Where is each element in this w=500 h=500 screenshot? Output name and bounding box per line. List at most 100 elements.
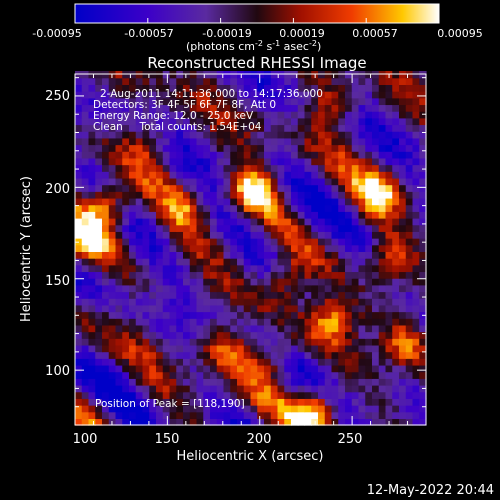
heatmap-cell [169,418,177,426]
heatmap-cell [311,77,319,86]
heatmap-cell [156,77,164,86]
heatmap-cell [169,271,177,279]
heatmap-cell [95,217,103,226]
heatmap-cell [277,137,285,146]
heatmap-cell [149,391,157,399]
heatmap-cell [358,151,366,159]
heatmap-cell [324,77,333,86]
heatmap-cell [216,284,225,293]
colorbar-tick-label: 0.00019 [279,27,325,40]
heatmap-cell [88,171,96,179]
heatmap-cell [304,358,312,366]
heatmap-cell [230,391,238,399]
heatmap-cell [351,77,360,86]
heatmap-cell [135,304,144,313]
heatmap-cell [358,338,366,346]
heatmap-cell [230,111,238,119]
heatmap-cell [129,411,137,419]
heatmap-cell [399,344,407,353]
heatmap-cell [122,278,130,286]
heatmap-cell [257,151,265,159]
heatmap-cell [358,217,366,226]
heatmap-cell [129,378,137,386]
heatmap-cell [216,70,225,79]
heatmap-cell [264,331,272,339]
heatmap-cell [230,398,238,406]
heatmap-cell [345,311,353,319]
heatmap-cell [102,217,110,226]
heatmap-cell [264,171,272,179]
heatmap-cell [284,311,292,319]
heatmap-cell [237,278,245,286]
heatmap-cell [216,237,225,246]
heatmap-cell [122,384,130,393]
heatmap-cell [196,311,204,319]
heatmap-cell [264,91,272,99]
heatmap-cell [284,191,292,199]
heatmap-cell [115,151,123,159]
heatmap-cell [291,231,299,239]
heatmap-cell [264,244,272,252]
heatmap-cell [270,171,279,179]
heatmap-cell [405,164,414,172]
heatmap-cell [304,291,312,299]
heatmap-cell [324,384,333,393]
heatmap-cell [257,398,265,406]
heatmap-cell [108,411,117,419]
heatmap-cell [291,217,299,226]
heatmap-cell [216,251,225,259]
heatmap-cell [196,171,204,179]
heatmap-cell [135,144,144,152]
heatmap-cell [392,237,400,246]
heatmap-cell [351,124,360,132]
heatmap-cell [331,217,339,226]
heatmap-cell [176,131,184,139]
heatmap-cell [324,237,333,246]
heatmap-cell [230,137,238,146]
heatmap-cell [351,104,360,112]
heatmap-cell [156,364,164,373]
heatmap-cell [156,84,164,92]
heatmap-cell [156,204,164,212]
heatmap-cell [75,331,83,339]
heatmap-cell [399,404,407,413]
heatmap-cell [392,117,400,126]
heatmap-cell [135,358,144,366]
heatmap-cell [102,304,110,313]
heatmap-cell [142,398,150,406]
heatmap-cell [412,264,420,273]
heatmap-cell [358,358,366,366]
y-tick-label: 200 [45,182,70,197]
heatmap-cell [95,131,103,139]
heatmap-cell [257,70,265,79]
heatmap-cell [412,131,420,139]
heatmap-cell [318,171,326,179]
heatmap-cell [230,197,238,206]
heatmap-cell [365,244,373,252]
heatmap-cell [237,364,245,373]
heatmap-cell [183,91,191,99]
heatmap-cell [378,284,387,293]
heatmap-cell [169,284,177,293]
heatmap-cell [169,184,177,192]
heatmap-cell [149,151,157,159]
heatmap-cell [88,251,96,259]
heatmap-cell [311,231,319,239]
heatmap-cell [324,157,333,166]
heatmap-cell [129,311,137,319]
heatmap-cell [405,184,414,192]
heatmap-cell [88,244,96,252]
heatmap-cell [189,378,198,386]
heatmap-cell [331,144,339,152]
heatmap-cell [216,204,225,212]
heatmap-cell [351,151,360,159]
heatmap-cell [75,211,83,219]
heatmap-cell [122,131,130,139]
heatmap-cell [338,237,346,246]
heatmap-cell [304,271,312,279]
heatmap-cell [257,278,265,286]
heatmap-cell [115,344,123,353]
heatmap-cell [392,331,400,339]
heatmap-cell [142,171,150,179]
heatmap-cell [338,231,346,239]
